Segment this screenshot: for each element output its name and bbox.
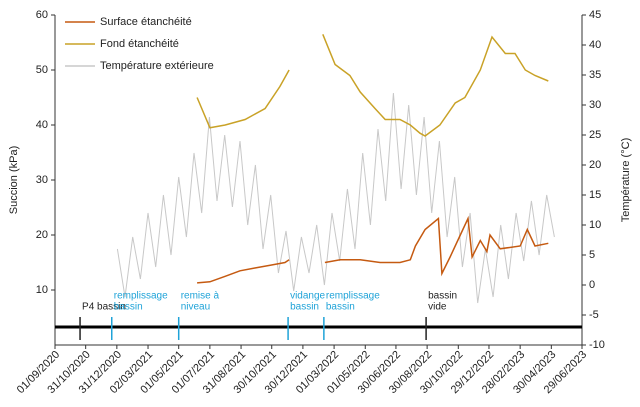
series-line (197, 215, 549, 284)
event-label: bassin (114, 302, 143, 313)
y2-tick-label: 35 (589, 69, 601, 81)
y-tick-label: 60 (36, 9, 48, 21)
y2-tick-label: -10 (589, 339, 605, 351)
event-label: bassin (326, 302, 355, 313)
y2-tick-label: 45 (589, 9, 601, 21)
y-tick-label: 30 (36, 174, 48, 186)
event-label: niveau (181, 302, 210, 313)
y2-axis-label: Température (°C) (620, 138, 632, 222)
y2-tick-label: 10 (589, 219, 601, 231)
y2-tick-label: 20 (589, 159, 601, 171)
y-axis-label: Succion (kPa) (8, 146, 20, 214)
y2-tick-label: 15 (589, 189, 601, 201)
y2-tick-label: 40 (589, 39, 601, 51)
y2-tick-label: -5 (589, 309, 599, 321)
y-tick-label: 20 (36, 229, 48, 241)
event-label: remplissage (114, 291, 168, 302)
y2-tick-label: 5 (589, 249, 595, 261)
event-label: remplissage (326, 291, 380, 302)
event-label: remise à (181, 291, 220, 302)
legend-label: Température extérieure (100, 60, 214, 72)
y-tick-label: 10 (36, 284, 48, 296)
legend-label: Surface étanchéité (100, 16, 192, 28)
legend-label: Fond étanchéité (100, 38, 179, 50)
y2-tick-label: 0 (589, 279, 595, 291)
event-label: vide (428, 302, 447, 313)
series-line (116, 92, 555, 304)
y-tick-label: 50 (36, 64, 48, 76)
event-label: vidange (290, 291, 325, 302)
y-tick-label: 40 (36, 119, 48, 131)
series-line (196, 34, 549, 137)
y2-tick-label: 30 (589, 99, 601, 111)
event-label: bassin (428, 291, 457, 302)
event-label: bassin (290, 302, 319, 313)
event-label: P4 bassin (82, 302, 126, 313)
y2-tick-label: 25 (589, 129, 601, 141)
